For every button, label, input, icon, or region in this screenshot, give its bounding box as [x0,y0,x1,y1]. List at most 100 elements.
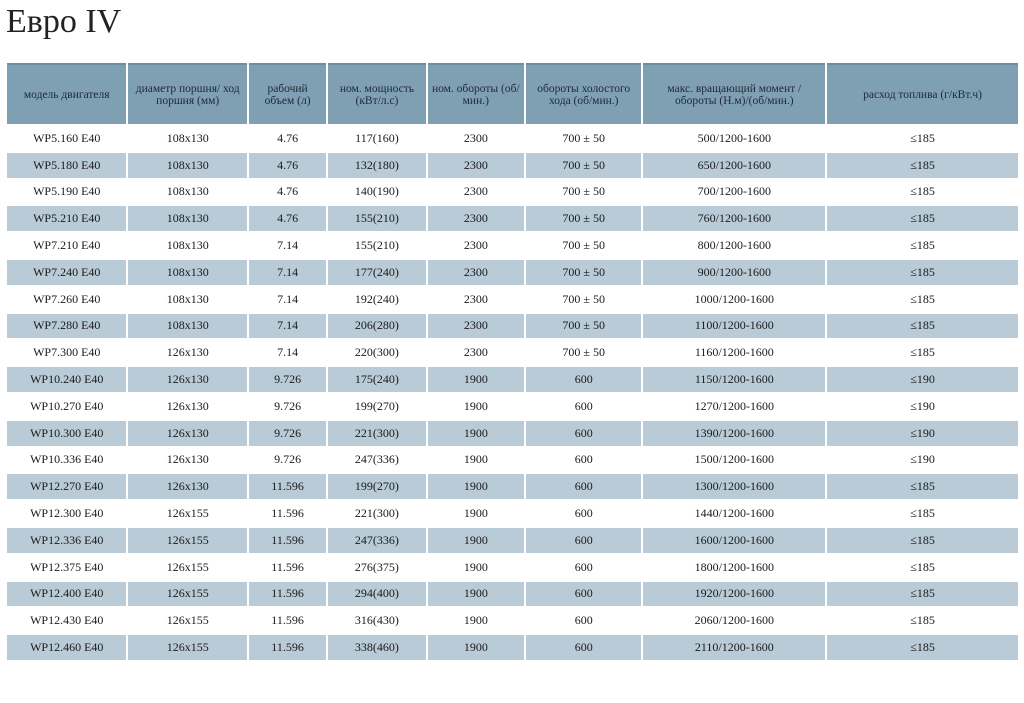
table-cell: WP10.300 E40 [7,420,127,446]
table-row: WP10.270 E40 126x130 9.726 199(270) 1900 600 1… [7,393,1018,419]
table-cell: 900/1200-1600 [643,259,826,285]
table-cell: 1900 [427,527,524,553]
table-cell: WP7.240 E40 [7,259,127,285]
table-cell: WP10.270 E40 [7,393,127,419]
column-header: макс. вращающий момент /обороты (Н.м)/(о… [643,63,826,124]
table-cell: 700 ± 50 [526,206,642,232]
table-cell: 155(210) [328,206,426,232]
table-cell: 1900 [427,581,524,607]
table-row: WP7.300 E40 126x130 7.14 220(300) 2300 700 ± … [7,340,1018,366]
table-row: WP5.210 E40 108x130 4.76 155(210) 2300 700 ± … [7,206,1018,232]
table-cell: 132(180) [328,152,426,178]
table-cell: 1150/1200-1600 [643,367,826,392]
table-cell: 108x130 [128,179,247,205]
table-cell: WP12.336 E40 [7,527,127,553]
table-cell: ≤185 [827,608,1018,634]
table-header: модель двигателя диаметр поршня/ ход порш… [7,63,1018,124]
table-cell: WP12.300 E40 [7,501,127,526]
table-cell: 2300 [427,286,524,312]
table-cell: ≤190 [827,447,1018,473]
column-header: ном. обороты (об/мин.) [427,63,524,124]
page-title: Евро IV [6,3,122,40]
table-cell: 1900 [427,554,524,580]
table-cell: 175(240) [328,367,426,392]
table-cell: 760/1200-1600 [643,206,826,232]
table-cell: 2060/1200-1600 [643,608,826,634]
table-cell: ≤185 [827,233,1018,258]
table-cell: WP5.180 E40 [7,152,127,178]
table-cell: 108x130 [128,152,247,178]
table-body: WP5.160 E40 108x130 4.76 117(160) 2300 700 ± … [7,126,1018,660]
table-cell: 199(270) [328,474,426,500]
table-cell: 9.726 [248,393,327,419]
table-row: WP12.460 E40 126x155 11.596 338(460) 1900 600… [7,635,1018,660]
table-cell: 9.726 [248,420,327,446]
table-cell: 2300 [427,313,524,339]
table-cell: 2300 [427,179,524,205]
table-cell: WP12.460 E40 [7,635,127,660]
table-row: WP10.240 E40 126x130 9.726 175(240) 1900 600 1… [7,367,1018,392]
table-cell: 4.76 [248,179,327,205]
table-cell: ≤185 [827,340,1018,366]
table-cell: 600 [526,527,642,553]
table-row: WP12.336 E40 126x155 11.596 247(336) 1900 600… [7,527,1018,553]
table-row: WP7.240 E40 108x130 7.14 177(240) 2300 700 ± … [7,259,1018,285]
table-cell: ≤185 [827,501,1018,526]
table-cell: 338(460) [328,635,426,660]
table-cell: ≤190 [827,367,1018,392]
table-cell: 1900 [427,474,524,500]
table-cell: 126x130 [128,393,247,419]
table-cell: 500/1200-1600 [643,126,826,151]
table-row: WP10.336 E40 126x130 9.726 247(336) 1900 600 1… [7,447,1018,473]
table-cell: 2300 [427,340,524,366]
table-cell: 2300 [427,206,524,232]
table-cell: 600 [526,393,642,419]
table-cell: WP7.210 E40 [7,233,127,258]
table-cell: 1900 [427,393,524,419]
table-cell: 126x155 [128,581,247,607]
table-cell: 600 [526,581,642,607]
table-cell: 126x130 [128,367,247,392]
table-cell: WP12.430 E40 [7,608,127,634]
table-cell: 7.14 [248,259,327,285]
column-header: ном. мощность (кВт/л.с) [328,63,426,124]
table-cell: ≤185 [827,527,1018,553]
table-cell: 700 ± 50 [526,340,642,366]
table-cell: 108x130 [128,233,247,258]
table-cell: 700 ± 50 [526,152,642,178]
table-cell: 600 [526,447,642,473]
table-row: WP12.270 E40 126x130 11.596 199(270) 1900 600… [7,474,1018,500]
table-cell: 1000/1200-1600 [643,286,826,312]
table-cell: 2300 [427,233,524,258]
table-cell: 1900 [427,420,524,446]
engine-spec-table: модель двигателя диаметр поршня/ ход порш… [5,61,1020,662]
table-cell: 221(300) [328,501,426,526]
table-cell: 108x130 [128,259,247,285]
table-cell: 126x155 [128,608,247,634]
table-cell: 108x130 [128,206,247,232]
table-cell: WP5.160 E40 [7,126,127,151]
column-header: расход топлива (г/кВт.ч) [827,63,1018,124]
table-cell: 126x155 [128,501,247,526]
table-row: WP12.300 E40 126x155 11.596 221(300) 1900 600… [7,501,1018,526]
table-cell: 126x130 [128,447,247,473]
table-cell: 294(400) [328,581,426,607]
table-cell: 140(190) [328,179,426,205]
table-cell: ≤185 [827,126,1018,151]
column-header: рабочий объем (л) [248,63,327,124]
table-cell: 11.596 [248,527,327,553]
table-cell: 199(270) [328,393,426,419]
table-cell: 1920/1200-1600 [643,581,826,607]
table-cell: 108x130 [128,286,247,312]
table-cell: 2300 [427,259,524,285]
table-cell: ≤185 [827,206,1018,232]
table-row: WP7.210 E40 108x130 7.14 155(210) 2300 700 ± … [7,233,1018,258]
table-cell: 700 ± 50 [526,286,642,312]
table-row: WP5.180 E40 108x130 4.76 132(180) 2300 700 ± … [7,152,1018,178]
table-cell: 600 [526,635,642,660]
table-row: WP7.260 E40 108x130 7.14 192(240) 2300 700 ± … [7,286,1018,312]
table-cell: 1900 [427,367,524,392]
table-cell: 11.596 [248,608,327,634]
table-row: WP7.280 E40 108x130 7.14 206(280) 2300 700 ± … [7,313,1018,339]
table-cell: 316(430) [328,608,426,634]
